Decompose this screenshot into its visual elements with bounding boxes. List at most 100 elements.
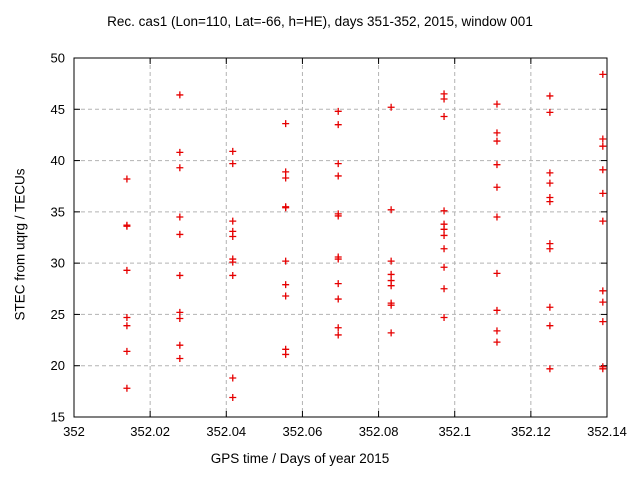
data-point-marker — [599, 135, 607, 143]
data-point-marker — [282, 281, 290, 289]
plot-border — [73, 57, 608, 418]
data-point-marker — [176, 230, 184, 238]
data-point-marker — [599, 298, 607, 306]
data-point-marker — [176, 341, 184, 349]
data-point-marker — [387, 282, 395, 290]
data-point-marker — [493, 269, 501, 277]
data-point-marker — [440, 207, 448, 215]
data-point-marker — [282, 292, 290, 300]
data-point-marker — [123, 175, 131, 183]
data-point-marker — [176, 148, 184, 156]
data-point-marker — [282, 120, 290, 128]
data-point-marker — [599, 365, 607, 373]
data-point-marker — [440, 225, 448, 233]
data-point-marker — [282, 168, 290, 176]
y-tick-label: 20 — [51, 358, 65, 373]
data-point-marker — [493, 327, 501, 335]
data-point-marker — [282, 350, 290, 358]
data-point-marker — [493, 161, 501, 169]
data-point-marker — [123, 384, 131, 392]
data-point-marker — [229, 394, 237, 402]
data-point-marker — [334, 107, 342, 115]
data-point-marker — [599, 70, 607, 78]
data-point-marker — [229, 160, 237, 168]
data-point-marker — [123, 222, 131, 230]
x-tick-label: 352.12 — [511, 424, 551, 439]
data-point-marker — [599, 217, 607, 225]
y-tick-label: 40 — [51, 153, 65, 168]
data-point-marker — [176, 315, 184, 323]
x-axis-label: GPS time / Days of year 2015 — [210, 451, 390, 466]
data-point-marker — [546, 322, 554, 330]
data-point-marker — [282, 204, 290, 212]
data-point-marker — [387, 329, 395, 337]
data-point-marker — [387, 206, 395, 214]
data-point-marker — [387, 257, 395, 265]
data-point-marker — [334, 324, 342, 332]
data-point-marker — [546, 179, 554, 187]
data-point-marker — [493, 137, 501, 145]
data-point-marker — [599, 287, 607, 295]
data-point-marker — [334, 295, 342, 303]
data-point-marker — [546, 92, 554, 100]
data-point-marker — [176, 308, 184, 316]
data-point-marker — [599, 142, 607, 150]
data-point-marker — [282, 257, 290, 265]
data-point-marker — [387, 270, 395, 278]
data-point-marker — [493, 213, 501, 221]
data-point-marker — [123, 347, 131, 355]
data-point-marker — [546, 365, 554, 373]
data-point-marker — [493, 100, 501, 108]
data-point-marker — [546, 198, 554, 206]
chart-title: Rec. cas1 (Lon=110, Lat=-66, h=HE), days… — [107, 14, 533, 29]
data-point-marker — [440, 245, 448, 253]
data-point-marker — [123, 266, 131, 274]
data-point-marker — [123, 314, 131, 322]
data-point-marker — [387, 301, 395, 309]
data-point-marker — [334, 160, 342, 168]
x-tick-label: 352.06 — [283, 424, 323, 439]
data-point-marker — [493, 306, 501, 314]
data-point-marker — [334, 255, 342, 263]
data-point-marker — [334, 172, 342, 180]
data-point-marker — [334, 331, 342, 339]
data-point-marker — [546, 108, 554, 116]
x-tick-label: 352.02 — [130, 424, 170, 439]
data-point-marker — [440, 314, 448, 322]
data-point-marker — [176, 213, 184, 221]
data-point-marker — [546, 169, 554, 177]
y-tick-label: 30 — [51, 256, 65, 271]
x-tick-label: 352.14 — [587, 424, 627, 439]
x-tick-label: 352.04 — [206, 424, 246, 439]
data-point-marker — [229, 147, 237, 155]
data-point-marker — [229, 217, 237, 225]
data-point-marker — [229, 271, 237, 279]
x-tick-label: 352.1 — [438, 424, 471, 439]
data-point-marker — [599, 166, 607, 174]
y-tick-label: 25 — [51, 307, 65, 322]
data-point-marker — [334, 121, 342, 129]
data-point-marker — [176, 271, 184, 279]
data-point-marker — [176, 164, 184, 172]
data-point-marker — [123, 322, 131, 330]
y-tick-label: 15 — [51, 410, 65, 425]
data-point-marker — [440, 112, 448, 120]
data-point-marker — [229, 374, 237, 382]
data-point-marker — [176, 91, 184, 99]
y-tick-label: 45 — [51, 102, 65, 117]
data-point-marker — [599, 189, 607, 197]
data-point-marker — [334, 280, 342, 288]
data-point-marker — [493, 338, 501, 346]
data-point-marker — [493, 183, 501, 191]
data-point-marker — [493, 129, 501, 137]
data-point-marker — [440, 263, 448, 271]
data-point-marker — [334, 212, 342, 220]
y-tick-label: 50 — [51, 51, 65, 66]
data-point-marker — [546, 245, 554, 253]
x-tick-label: 352 — [63, 424, 85, 439]
x-tick-label: 352.08 — [359, 424, 399, 439]
data-point-marker — [440, 231, 448, 239]
y-tick-label: 35 — [51, 204, 65, 219]
data-point-marker — [282, 174, 290, 182]
